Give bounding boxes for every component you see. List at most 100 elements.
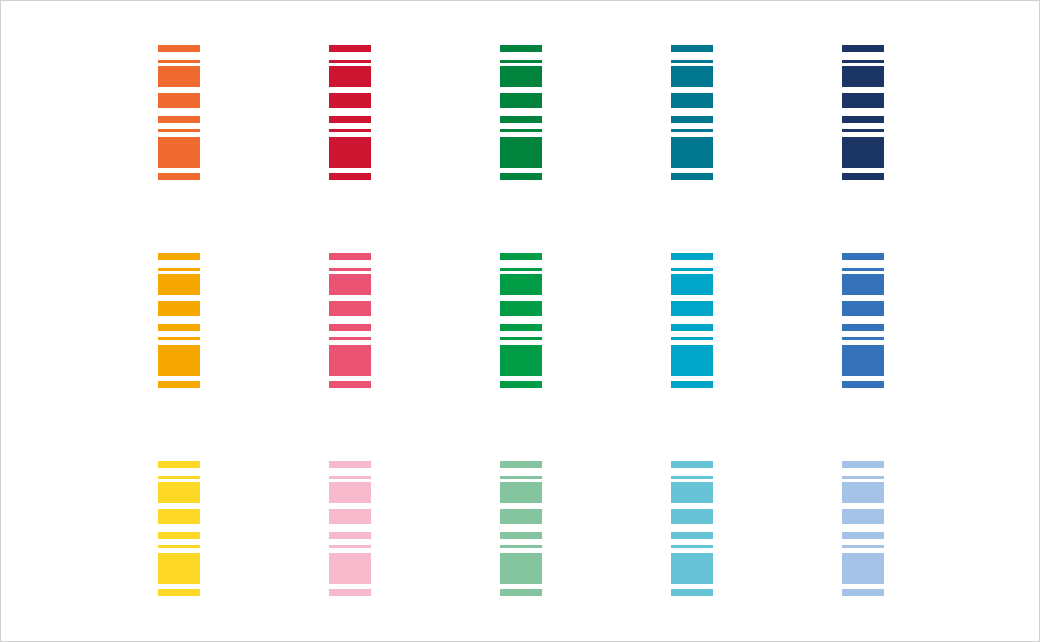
swatch-stripe	[671, 60, 713, 63]
swatch-stripe	[158, 137, 200, 168]
swatch-stripe	[158, 324, 200, 331]
swatch-stripe	[842, 482, 884, 503]
swatch-stripe	[671, 337, 713, 340]
swatch-stripe	[158, 589, 200, 596]
color-swatch	[671, 461, 713, 596]
swatch-stripe	[158, 476, 200, 479]
swatch-stripe	[329, 482, 371, 503]
color-swatch	[671, 45, 713, 180]
swatch-stripe	[500, 482, 542, 503]
swatch-stripe	[842, 553, 884, 584]
swatch-stripe	[329, 476, 371, 479]
swatch-stripe	[329, 461, 371, 468]
swatch-stripe	[842, 274, 884, 295]
color-swatch	[329, 45, 371, 180]
swatch-stripe	[842, 337, 884, 340]
swatch-stripe	[671, 301, 713, 316]
swatch-stripe	[329, 345, 371, 376]
swatch-stripe	[671, 137, 713, 168]
swatch-stripe	[842, 137, 884, 168]
swatch-stripe	[500, 301, 542, 316]
swatch-stripe	[158, 173, 200, 180]
swatch-stripe	[329, 253, 371, 260]
swatch-stripe	[329, 116, 371, 123]
swatch-stripe	[500, 337, 542, 340]
swatch-stripe	[500, 509, 542, 524]
swatch-stripe	[329, 381, 371, 388]
color-swatch	[842, 45, 884, 180]
swatch-stripe	[842, 461, 884, 468]
swatch-stripe	[842, 129, 884, 132]
swatch-stripe	[500, 137, 542, 168]
swatch-stripe	[842, 268, 884, 271]
swatch-stripe	[158, 381, 200, 388]
swatch-stripe	[842, 509, 884, 524]
swatch-stripe	[158, 301, 200, 316]
swatch-stripe	[329, 324, 371, 331]
swatch-stripe	[500, 253, 542, 260]
swatch-stripe	[671, 509, 713, 524]
swatch-stripe	[671, 482, 713, 503]
swatch-stripe	[671, 589, 713, 596]
swatch-stripe	[671, 345, 713, 376]
swatch-stripe	[158, 274, 200, 295]
swatch-stripe	[158, 66, 200, 87]
swatch-stripe	[158, 345, 200, 376]
swatch-stripe	[842, 93, 884, 108]
swatch-stripe	[842, 116, 884, 123]
swatch-stripe	[671, 381, 713, 388]
color-swatch	[329, 461, 371, 596]
swatch-stripe	[671, 476, 713, 479]
swatch-stripe	[500, 274, 542, 295]
color-swatch	[158, 253, 200, 388]
swatch-stripe	[329, 553, 371, 584]
color-swatch	[842, 253, 884, 388]
swatch-stripe	[500, 173, 542, 180]
swatch-stripe	[500, 532, 542, 539]
swatch-stripe	[158, 545, 200, 548]
swatch-stripe	[671, 324, 713, 331]
swatch-stripe	[329, 137, 371, 168]
swatch-stripe	[671, 173, 713, 180]
color-swatch	[329, 253, 371, 388]
swatch-stripe	[158, 60, 200, 63]
swatch-stripe	[671, 45, 713, 52]
swatch-stripe	[842, 589, 884, 596]
swatch-stripe	[671, 116, 713, 123]
swatch-stripe	[671, 253, 713, 260]
color-swatch	[842, 461, 884, 596]
swatch-stripe	[500, 268, 542, 271]
swatch-stripe	[500, 589, 542, 596]
swatch-stripe	[329, 60, 371, 63]
swatch-stripe	[671, 545, 713, 548]
swatch-stripe	[842, 324, 884, 331]
swatch-stripe	[329, 66, 371, 87]
color-swatch	[671, 253, 713, 388]
swatch-stripe	[158, 482, 200, 503]
swatch-stripe	[500, 345, 542, 376]
swatch-stripe	[158, 129, 200, 132]
swatch-stripe	[158, 116, 200, 123]
color-swatch	[500, 461, 542, 596]
swatch-stripe	[671, 461, 713, 468]
swatch-stripe	[500, 129, 542, 132]
swatch-stripe	[671, 66, 713, 87]
swatch-stripe	[671, 532, 713, 539]
swatch-stripe	[842, 173, 884, 180]
swatch-stripe	[329, 129, 371, 132]
swatch-stripe	[500, 553, 542, 584]
swatch-stripe	[329, 274, 371, 295]
swatch-stripe	[500, 66, 542, 87]
swatch-stripe	[500, 116, 542, 123]
swatch-stripe	[671, 93, 713, 108]
swatch-stripe	[842, 532, 884, 539]
swatch-stripe	[158, 553, 200, 584]
swatch-stripe	[500, 60, 542, 63]
swatch-stripe	[158, 268, 200, 271]
swatch-stripe	[500, 545, 542, 548]
swatch-stripe	[158, 461, 200, 468]
swatch-stripe	[329, 509, 371, 524]
swatch-stripe	[842, 476, 884, 479]
swatch-stripe	[842, 345, 884, 376]
